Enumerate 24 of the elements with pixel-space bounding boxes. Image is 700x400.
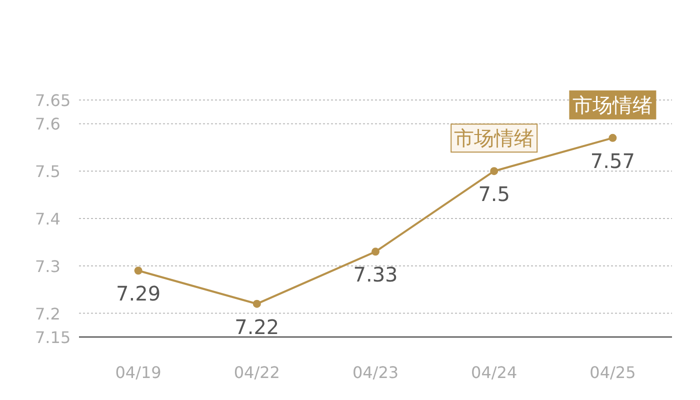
- x-tick-label: 04/24: [471, 363, 518, 382]
- point: [608, 134, 617, 142]
- point: [490, 167, 498, 176]
- annotation: 市场情绪: [572, 92, 653, 117]
- y-tick-label: 7.4: [35, 210, 60, 228]
- y-tick-label: 7.65: [35, 91, 71, 110]
- point: [252, 300, 261, 308]
- x-tick-label: 04/25: [590, 363, 636, 382]
- data-label: 7.22: [234, 314, 280, 339]
- y-tick-label: 7.3: [35, 256, 60, 276]
- y-tick-label: 7.6: [35, 114, 60, 134]
- data-label: 7.29: [116, 282, 161, 306]
- x-tick-label: 04/19: [115, 363, 162, 382]
- x-tick-label: 04/23: [352, 363, 399, 382]
- data-label: 7.5: [478, 182, 510, 206]
- data-label: 7.57: [590, 148, 635, 173]
- point: [134, 266, 142, 275]
- y-tick-label: 7.15: [35, 328, 71, 347]
- data-label: 7.33: [353, 262, 398, 287]
- point: [372, 248, 380, 256]
- y-tick-label: 7.2: [35, 304, 60, 324]
- annotation: 市场情绪: [454, 126, 534, 150]
- y-tick-label: 7.5: [35, 162, 60, 182]
- x-tick-label: 04/22: [234, 363, 280, 382]
